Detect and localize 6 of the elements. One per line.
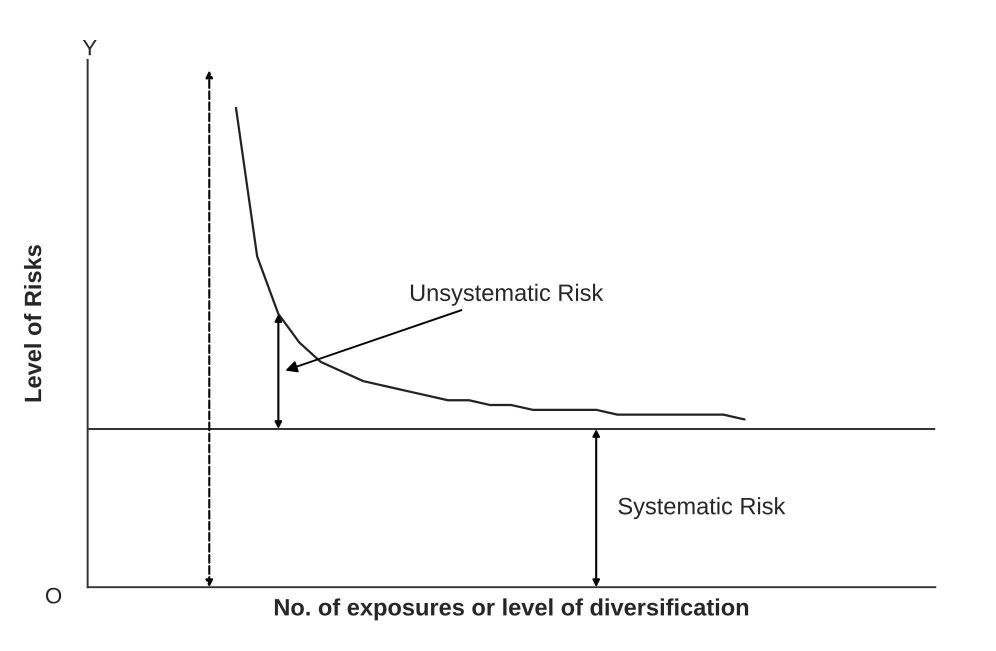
annotation: Unsystematic Risk <box>410 284 604 306</box>
ref-line-label: Systematic Risk <box>618 497 786 520</box>
text: Y <box>82 40 97 56</box>
y-axis-title: Level of Risks <box>24 245 42 402</box>
text: O <box>46 588 62 604</box>
x-axis-title: No. of exposures or level of diversification <box>274 598 748 620</box>
